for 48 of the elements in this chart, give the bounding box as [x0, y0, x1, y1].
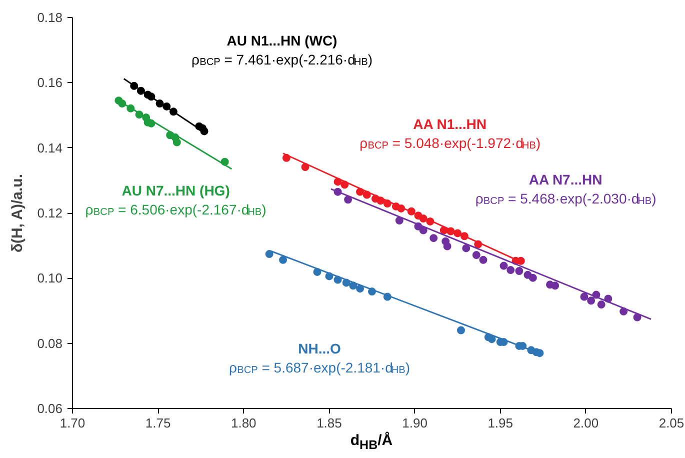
x-tick-label: 2.00 [573, 416, 599, 430]
point [597, 300, 606, 309]
point [479, 256, 488, 264]
annotation: ρBCP = 6.506·exp(-2.167·dHB) [85, 201, 266, 218]
text: AA N1...HN [413, 116, 487, 132]
x-tick-label: 2.05 [658, 416, 684, 430]
x-tick-label: 1.75 [145, 416, 171, 430]
point [472, 251, 480, 260]
text: NH...O [298, 340, 341, 356]
text: AA N7...HN [528, 171, 602, 188]
point [172, 138, 181, 146]
annotation: ρBCP = 5.048·exp(-1.972·dHB) [360, 134, 541, 152]
point [456, 326, 465, 334]
point [580, 292, 588, 301]
annotation: ρBCP = 7.461·exp(-2.216·dHB) [192, 52, 372, 68]
annotation: ρBCP = 5.468·exp(-2.030·dHB) [475, 190, 656, 207]
y-axis-title: δ(H, A)/a.u. [9, 174, 26, 253]
x-tick-label: 1.85 [316, 416, 342, 430]
y-tick-label: 0.10 [37, 270, 63, 286]
x-tick-label: 1.70 [60, 416, 86, 430]
point [443, 242, 452, 250]
point [395, 216, 404, 224]
point [279, 256, 288, 264]
point [488, 335, 496, 344]
point [528, 274, 537, 282]
x-tick-label: 1.80 [230, 416, 256, 430]
y-tick-label: 0.14 [37, 140, 63, 156]
x-axis-title: d$_{HB}$/Å [350, 430, 393, 454]
point [506, 266, 515, 274]
y-tick-label: 0.12 [37, 206, 63, 220]
x-tick-label: 1.95 [488, 416, 514, 430]
y-tick-label: 0.08 [37, 336, 63, 351]
y-tick-label: 0.18 [37, 10, 63, 25]
text: AU N1...HN (WC) [226, 32, 338, 49]
point [515, 267, 524, 275]
point [265, 250, 274, 258]
y-tick-label: 0.16 [37, 75, 63, 90]
point [551, 282, 560, 290]
series-label: AU N7...HN (HG) [122, 182, 230, 198]
y-tick-label: 0.06 [37, 401, 63, 416]
annotation: ρBCP = 5.687·exp(-2.181·dHB) [228, 359, 410, 376]
point [500, 262, 508, 270]
point [462, 244, 470, 252]
x-tick-label: 1.90 [402, 416, 428, 430]
point [344, 196, 352, 204]
point [356, 284, 364, 293]
point [430, 234, 438, 242]
point [587, 296, 596, 305]
